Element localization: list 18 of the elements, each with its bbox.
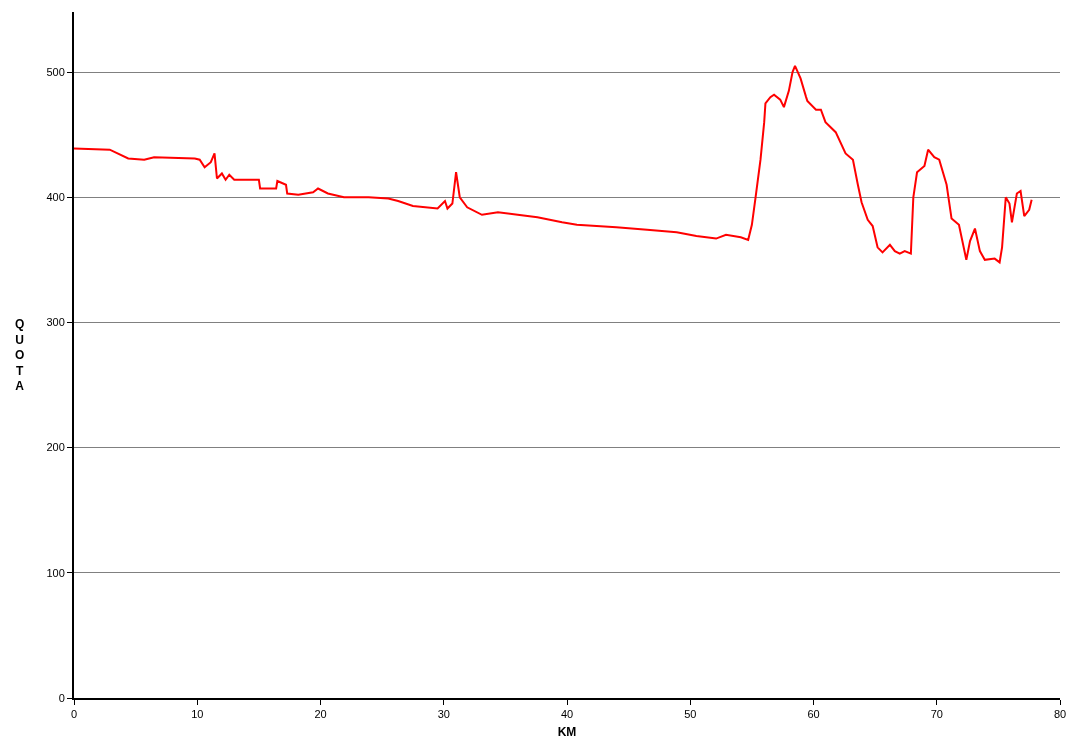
- x-tick-label: 60: [807, 708, 820, 721]
- y-tick-label: 200: [46, 441, 65, 454]
- y-tick-label: 100: [46, 566, 65, 579]
- x-tick-label: 80: [1053, 708, 1067, 721]
- line-series: [74, 64, 1033, 264]
- x-tick-label: 70: [930, 708, 943, 721]
- x-tick-label: 20: [314, 708, 327, 721]
- x-tick-label: 30: [437, 708, 450, 721]
- x-tick-label: 40: [560, 708, 574, 721]
- x-tick-label: 50: [684, 708, 697, 721]
- y-tick-label: 300: [46, 316, 65, 329]
- y-tick-label: 500: [46, 65, 65, 78]
- x-tick-label: 0: [70, 708, 78, 721]
- x-axis-title: KM: [557, 724, 577, 739]
- y-axis-title: QUOTA: [15, 317, 25, 394]
- x-tick-label: 10: [191, 708, 204, 721]
- y-tick-label: 400: [46, 191, 65, 204]
- y-tick-label: 0: [58, 691, 65, 704]
